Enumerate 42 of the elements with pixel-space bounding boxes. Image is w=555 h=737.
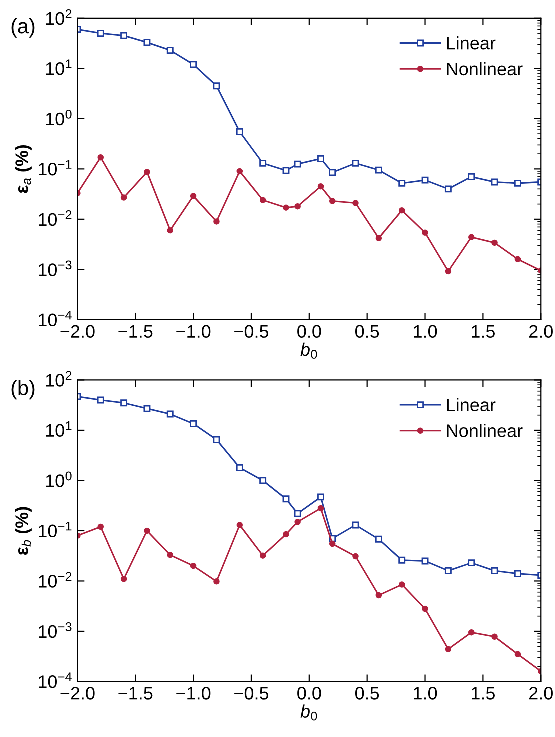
x-tick-label: 0.5 xyxy=(355,687,380,700)
y-tick-label: 10$^{2}$ xyxy=(46,371,72,387)
x-tick-label: −1.0 xyxy=(176,687,211,700)
x-tick-label: −1.5 xyxy=(118,687,153,700)
chart-title: (b) xyxy=(12,380,35,400)
x-tick-label: 1.5 xyxy=(472,325,495,338)
legend-label: Nonlinear xyxy=(447,424,523,438)
y-tick-label: 10$^{−4}$ xyxy=(39,310,72,326)
y-tick-label: 10$^{−3}$ xyxy=(39,260,72,276)
y-tick-label: 10$^{1}$ xyxy=(46,60,72,76)
y-tick-label: 10$^{−2}$ xyxy=(39,210,72,226)
x-tick-label: 2.0 xyxy=(529,325,553,338)
chart-title: (a) xyxy=(12,18,35,38)
x-tick-label: 1.0 xyxy=(414,325,438,338)
x-tick-label: 1.5 xyxy=(472,687,495,700)
x-tick-label: −1.5 xyxy=(118,325,153,338)
x-tick-label: 2.0 xyxy=(529,687,553,700)
x-tick-label: 0.0 xyxy=(298,687,322,700)
legend-label: Linear xyxy=(447,398,496,412)
y-tick-label: 10$^{2}$ xyxy=(46,9,72,26)
x-tick-label: −0.5 xyxy=(234,325,269,338)
x-axis-title: b$_{0}$ xyxy=(300,342,318,359)
y-tick-label: 10$^{−4}$ xyxy=(39,672,72,688)
legend-label: Linear xyxy=(447,36,496,50)
x-tick-label: −2.0 xyxy=(60,325,95,338)
x-tick-label: 1.0 xyxy=(414,687,438,700)
y-axis-title: ε$_{b}$ (%) xyxy=(15,507,32,556)
x-axis-title: b$_{0}$ xyxy=(300,704,318,721)
y-axis-title: ε$_{a}$ (%) xyxy=(15,145,32,194)
x-tick-label: −0.5 xyxy=(234,687,269,700)
y-tick-label: 10$^{−3}$ xyxy=(39,622,72,638)
y-tick-label: 10$^{−1}$ xyxy=(39,160,72,176)
y-tick-label: 10$^{1}$ xyxy=(46,421,72,438)
x-tick-label: −1.0 xyxy=(176,325,211,338)
x-tick-label: 0.0 xyxy=(298,325,322,338)
y-tick-label: 10$^{0}$ xyxy=(46,110,72,126)
y-tick-label: 10$^{−1}$ xyxy=(39,522,72,538)
y-tick-label: 10$^{−2}$ xyxy=(39,572,72,588)
x-tick-label: −2.0 xyxy=(60,687,95,700)
x-tick-label: 0.5 xyxy=(355,325,380,338)
y-tick-label: 10$^{0}$ xyxy=(46,472,72,488)
legend-label: Nonlinear xyxy=(447,62,523,76)
